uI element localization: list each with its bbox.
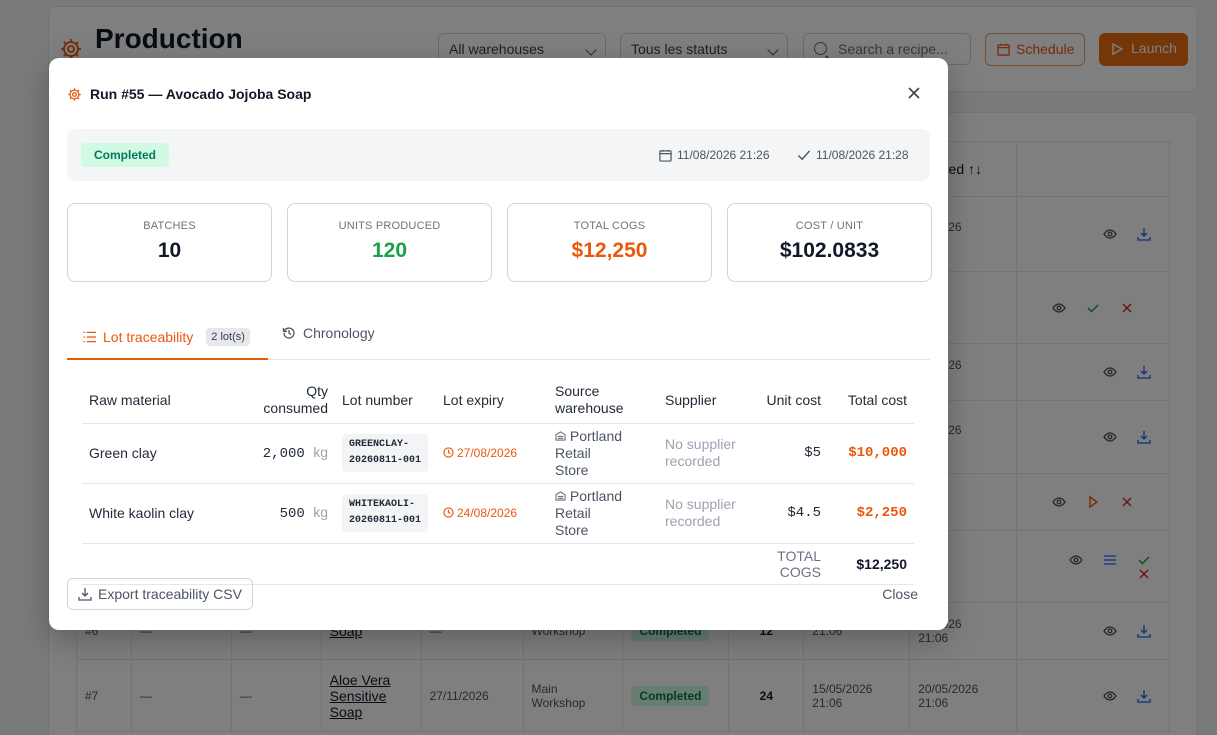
column-label: warehouse (555, 400, 624, 417)
table-row: White kaolin clay 500 kg WHITEKAOLI- 2026… (82, 483, 914, 544)
stat-value: $12,250 (571, 239, 648, 262)
qty-value: 500 (279, 506, 305, 522)
supplier: No supplier recorded (658, 423, 748, 484)
calendar-icon (659, 149, 672, 162)
warehouse-name: Portland Retail (555, 427, 623, 461)
column-unit-cost: Unit cost (748, 378, 828, 424)
stat-value: $102.0833 (779, 239, 880, 262)
lot-code: GREENCLAY- (349, 439, 410, 450)
check-icon (797, 149, 811, 160)
warehouse-name: Portland Retail (555, 487, 623, 521)
supplier-text: No supplier (665, 436, 736, 452)
download-icon (78, 588, 92, 601)
column-label: Source (555, 383, 600, 400)
modal-title: Run #55 — Avocado Jojoba Soap (90, 86, 312, 102)
history-icon (282, 327, 295, 339)
table-row: Green clay 2,000 kg GREENCLAY- 20260811-0… (82, 423, 914, 484)
run-detail-modal: Run #55 — Avocado Jojoba Soap Completed … (49, 58, 948, 630)
source-warehouse: Portland Retail Store (548, 483, 658, 544)
table-header-row: Raw material Qty consumed Lot number Lot … (82, 378, 914, 424)
completed-at: 11/08/2026 21:28 (797, 148, 909, 162)
column-source-warehouse: Source warehouse (548, 378, 658, 424)
tab-chronology[interactable]: Chronology (282, 311, 375, 355)
started-at-value: 11/08/2026 21:26 (677, 148, 770, 162)
stat-card-units: UNITS PRODUCED 120 (287, 203, 492, 282)
lot-code: 20260811-001 (349, 515, 422, 526)
gear-icon (68, 87, 81, 101)
lot-number: GREENCLAY- 20260811-001 (335, 423, 436, 484)
lot-count-badge: 2 lot(s) (206, 328, 250, 346)
expiry-value: 24/08/2026 (457, 505, 518, 520)
unit-cost: $5 (748, 423, 828, 484)
qty-consumed: 500 kg (247, 483, 335, 544)
stat-label: COST / UNIT (795, 220, 864, 232)
warehouse-icon (555, 430, 566, 441)
modal-header: Run #55 — Avocado Jojoba Soap (67, 86, 311, 102)
stats-row: BATCHES 10 UNITS PRODUCED 120 TOTAL COGS… (67, 203, 932, 282)
column-qty-consumed: Qty consumed (247, 378, 335, 424)
lot-code: 20260811-001 (349, 455, 422, 466)
total-row: TOTAL COGS $12,250 (82, 543, 914, 585)
stat-label: UNITS PRODUCED (338, 220, 441, 232)
source-warehouse: Portland Retail Store (548, 423, 658, 484)
stat-card-cogs: TOTAL COGS $12,250 (507, 203, 712, 282)
qty-unit: kg (313, 444, 328, 460)
material-name: White kaolin clay (82, 483, 247, 544)
material-name: Green clay (82, 423, 247, 484)
lot-expiry: 27/08/2026 (436, 423, 548, 484)
qty-value: 2,000 (262, 446, 305, 462)
stat-label: TOTAL COGS (573, 220, 646, 232)
clock-icon (443, 507, 454, 518)
unit-cost: $4.5 (748, 483, 828, 544)
supplier-text: recorded (665, 453, 721, 469)
lot-chip: WHITEKAOLI- 20260811-001 (342, 494, 429, 532)
tab-label: Lot traceability (103, 329, 194, 345)
supplier-text: No supplier (665, 496, 736, 512)
expiry-value: 27/08/2026 (457, 445, 518, 460)
lot-traceability-table: Raw material Qty consumed Lot number Lot … (82, 378, 914, 585)
export-label: Export traceability CSV (98, 586, 242, 602)
warehouse-name: Store (555, 461, 589, 478)
supplier: No supplier recorded (658, 483, 748, 544)
column-label: Qty (306, 383, 328, 400)
column-raw-material: Raw material (82, 378, 247, 424)
status-bar: Completed 11/08/2026 21:26 11/08/2026 21… (67, 129, 930, 181)
supplier-text: recorded (665, 513, 721, 529)
column-label: consumed (263, 400, 328, 417)
stat-value: 120 (371, 239, 408, 262)
status-badge: Completed (81, 143, 170, 167)
qty-unit: kg (313, 504, 328, 520)
total-cost: $2,250 (828, 483, 914, 544)
column-lot-expiry: Lot expiry (436, 378, 548, 424)
total-cogs-value: $12,250 (828, 543, 914, 585)
stat-card-cost-per-unit: COST / UNIT $102.0833 (727, 203, 932, 282)
export-csv-button[interactable]: Export traceability CSV (67, 578, 253, 610)
started-at: 11/08/2026 21:26 (659, 148, 770, 162)
tab-bar: Lot traceability 2 lot(s) Chronology (67, 316, 930, 360)
total-cogs-label: TOTAL COGS (748, 543, 828, 585)
lot-expiry: 24/08/2026 (436, 483, 548, 544)
lot-chip: GREENCLAY- 20260811-001 (342, 434, 429, 472)
stat-card-batches: BATCHES 10 (67, 203, 272, 282)
qty-consumed: 2,000 kg (247, 423, 335, 484)
column-total-cost: Total cost (828, 378, 914, 424)
tab-lot-traceability[interactable]: Lot traceability 2 lot(s) (67, 316, 268, 360)
list-icon (83, 331, 96, 343)
clock-icon (443, 447, 454, 458)
lot-code: WHITEKAOLI- (349, 499, 416, 510)
tab-label: Chronology (303, 325, 375, 341)
completed-at-value: 11/08/2026 21:28 (816, 148, 909, 162)
stat-value: 10 (157, 239, 182, 262)
warehouse-name: Store (555, 521, 589, 538)
lot-number: WHITEKAOLI- 20260811-001 (335, 483, 436, 544)
warehouse-icon (555, 490, 566, 501)
total-cost: $10,000 (828, 423, 914, 484)
close-button[interactable]: Close (882, 586, 918, 602)
stat-label: BATCHES (143, 220, 196, 232)
column-lot-number: Lot number (335, 378, 436, 424)
close-icon[interactable] (906, 85, 922, 101)
column-supplier: Supplier (658, 378, 748, 424)
